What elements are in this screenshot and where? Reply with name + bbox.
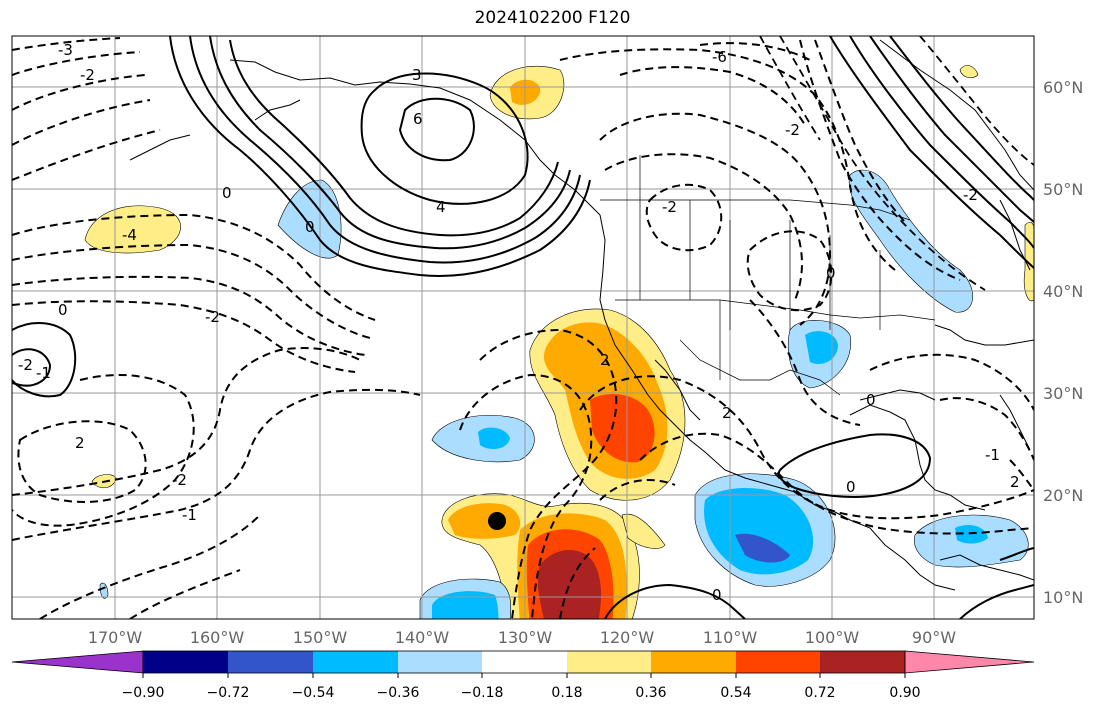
contour-label: 3 [412,66,422,84]
lat-tick-label: 10°N [1043,588,1083,607]
colorbar-tick-label: 0.18 [551,685,582,701]
lon-tick-label: 110°W [703,628,758,647]
contour-label: -2 [662,198,677,216]
contour-label: -2 [205,308,220,326]
dashed-contours-northeast [759,36,1034,291]
lon-tick-label: 170°W [88,628,143,647]
lat-tick-label: 60°N [1043,78,1083,97]
contour-label: 0 [866,391,876,409]
colorbar: −0.90 −0.72 −0.54 −0.36 −0.18 0.18 0.36 … [11,650,1035,701]
contour-label: -2 [785,121,800,139]
colorbar-ticks [142,673,906,678]
lon-tick-label: 140°W [395,628,450,647]
contour-label: -1 [985,446,1000,464]
anomaly-positive-region [537,550,601,619]
colorbar-swatch [736,651,820,673]
anomaly-negative-region [432,591,499,619]
colorbar-tick-label: −0.90 [122,685,165,701]
anomaly-negative-region [955,525,988,544]
lat-tick-label: 50°N [1043,180,1083,199]
lon-tick-label: 160°W [190,628,245,647]
contour-label: -2 [18,356,33,374]
colorbar-swatch [143,651,228,673]
contour-label: 0 [305,218,315,236]
anomaly-positive-region [590,394,655,463]
contour-label: 2 [722,404,732,422]
anomaly-positive-region [1023,221,1034,302]
colorbar-tick-label: 0.54 [720,685,751,701]
contour-label: -4 [122,226,137,244]
colorbar-tick-label: 0.72 [804,685,835,701]
colorbar-tick-label: −0.72 [207,685,250,701]
contour-label: -1 [182,506,197,524]
map-frame [11,35,1035,620]
colorbar-tick-label: −0.36 [377,685,420,701]
colorbar-swatch [820,651,905,673]
colorbar-tick-label: 0.90 [889,685,920,701]
colorbar-max-arrow [904,650,1035,674]
contour-label: -2 [963,186,978,204]
anomaly-negative-region [478,427,510,450]
colorbar-outline [142,650,906,674]
contour-lines [12,36,1034,619]
colorbar-swatch [651,651,736,673]
contour-label: -1 [36,364,51,382]
anomaly-negative-region [99,582,109,599]
contour-label: -2 [80,66,95,84]
colorbar-swatch [313,651,398,673]
anomaly-positive-region [448,503,521,539]
colorbar-tick-label: 0.36 [635,685,666,701]
lat-tick-label: 40°N [1043,282,1083,301]
dashed-contours [12,37,1034,619]
colorbar-swatch [567,651,651,673]
storm-position-marker [488,512,506,530]
contour-label: 2 [75,434,85,452]
grid-lines [12,36,1034,619]
colorbar-swatch [398,651,482,673]
lat-tick-label: 30°N [1043,384,1083,403]
map-area: -3 -2 3 6 4 0 -4 0 -2 0 -2 -1 2 -2 -1 2 … [12,36,1034,619]
lon-tick-label: 90°W [912,628,956,647]
map-title: 2024102200 F120 [474,8,631,28]
colorbar-tick-label: −0.54 [292,685,335,701]
contour-label: 0 [712,586,722,604]
lon-tick-label: 150°W [293,628,348,647]
longitude-ticks: 170°W 160°W 150°W 140°W 130°W 120°W 110°… [88,628,956,647]
coastlines [129,39,1034,591]
lon-tick-label: 130°W [498,628,553,647]
anomaly-positive-region [959,65,979,79]
political-borders [600,155,936,396]
contour-label: -2 [172,471,187,489]
lon-tick-label: 100°W [805,628,860,647]
colorbar-tick-label: −0.18 [461,685,504,701]
anomaly-negative-region [848,169,974,313]
solid-contours [12,36,1034,619]
contour-label: 0 [826,264,836,282]
contour-label: 0 [222,184,232,202]
colorbar-min-arrow [11,650,144,674]
anomaly-negative-region [805,331,838,365]
colorbar-swatch [482,651,567,673]
contour-label: 0 [58,301,68,319]
anomaly-positive-region [621,513,666,549]
anomaly-negative-region [735,533,790,563]
colorbar-swatch [228,651,313,673]
contour-label: -6 [712,48,727,66]
contour-label: 4 [436,198,446,216]
contour-label: 0 [846,478,856,496]
contour-label: 2 [1010,473,1020,491]
contour-label: -3 [58,41,73,59]
lon-tick-label: 120°W [600,628,655,647]
lat-tick-label: 20°N [1043,486,1083,505]
contour-label: 2 [600,351,610,369]
contour-label: 6 [413,110,423,128]
contour-labels: -3 -2 3 6 4 0 -4 0 -2 0 -2 -1 2 -2 -1 2 … [18,41,1020,604]
latitude-ticks: 60°N 50°N 40°N 30°N 20°N 10°N [1043,78,1083,607]
